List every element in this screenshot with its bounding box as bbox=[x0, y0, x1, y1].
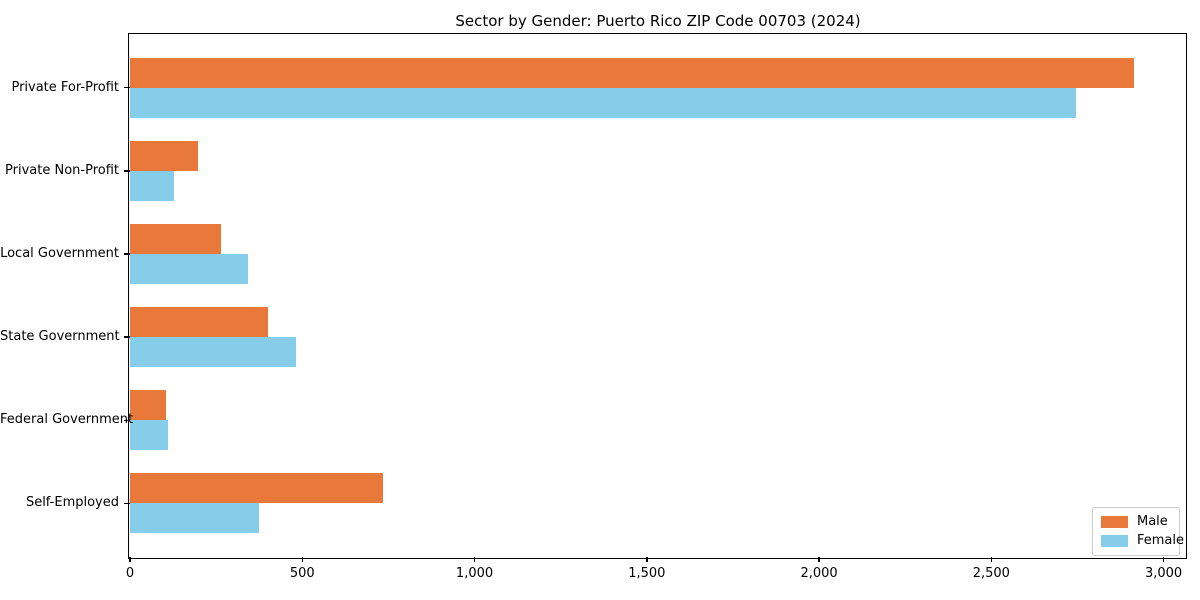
legend-item-female: Female bbox=[1101, 533, 1184, 549]
x-tick-1500 bbox=[646, 557, 648, 562]
bar-male-federal-government bbox=[130, 390, 166, 421]
x-tick-3000 bbox=[1162, 557, 1165, 562]
bar-male-private-for-profit bbox=[130, 57, 1135, 88]
x-tick-0 bbox=[129, 557, 131, 562]
legend: Male Female bbox=[1092, 507, 1184, 556]
legend-swatch-male-icon bbox=[1101, 516, 1128, 528]
x-tick-label-2500: 2,500 bbox=[972, 566, 1010, 581]
chart-title: Sector by Gender: Puerto Rico ZIP Code 0… bbox=[455, 12, 861, 30]
legend-swatch-female-icon bbox=[1101, 535, 1128, 547]
x-tick-label-2000: 2,000 bbox=[800, 566, 838, 581]
bar-female-state-government bbox=[130, 337, 297, 368]
y-label-private-non-profit: Private Non-Profit bbox=[5, 162, 119, 178]
y-label-local-government: Local Government bbox=[0, 245, 119, 261]
x-tick-1000 bbox=[473, 557, 476, 562]
y-tick-private-non-profit bbox=[124, 170, 130, 172]
bar-female-local-government bbox=[130, 253, 248, 284]
y-label-federal-government: Federal Government bbox=[0, 412, 134, 428]
legend-label-female: Female bbox=[1137, 533, 1185, 548]
bar-male-local-government bbox=[130, 223, 221, 254]
bar-female-private-for-profit bbox=[130, 87, 1076, 118]
bar-male-self-employed bbox=[130, 473, 383, 504]
y-label-private-for-profit: Private For-Profit bbox=[11, 79, 119, 95]
x-tick-label-3000: 3,000 bbox=[1144, 566, 1183, 581]
legend-label-male: Male bbox=[1137, 514, 1168, 529]
x-tick-label-0: 0 bbox=[125, 566, 135, 581]
x-tick-500 bbox=[301, 557, 304, 562]
y-tick-self-employed bbox=[124, 502, 130, 505]
y-tick-federal-government bbox=[124, 419, 130, 421]
bar-male-private-non-profit bbox=[130, 140, 198, 171]
bar-female-federal-government bbox=[130, 420, 169, 451]
legend-item-male: Male bbox=[1101, 514, 1179, 530]
bar-female-private-non-profit bbox=[130, 170, 175, 201]
x-tick-label-1500: 1,500 bbox=[628, 566, 666, 581]
plot-area bbox=[128, 33, 1187, 559]
y-label-self-employed: Self-Employed bbox=[25, 495, 119, 511]
x-tick-label-500: 500 bbox=[289, 566, 315, 581]
y-label-state-government: State Government bbox=[0, 329, 120, 345]
y-tick-local-government bbox=[124, 253, 130, 255]
x-tick-2000 bbox=[818, 557, 820, 562]
y-tick-private-for-profit bbox=[124, 86, 130, 89]
bar-female-self-employed bbox=[130, 503, 259, 534]
x-tick-label-1000: 1,000 bbox=[455, 566, 494, 581]
x-tick-2500 bbox=[990, 557, 993, 562]
bar-male-state-government bbox=[130, 307, 268, 338]
y-tick-state-government bbox=[124, 336, 130, 338]
